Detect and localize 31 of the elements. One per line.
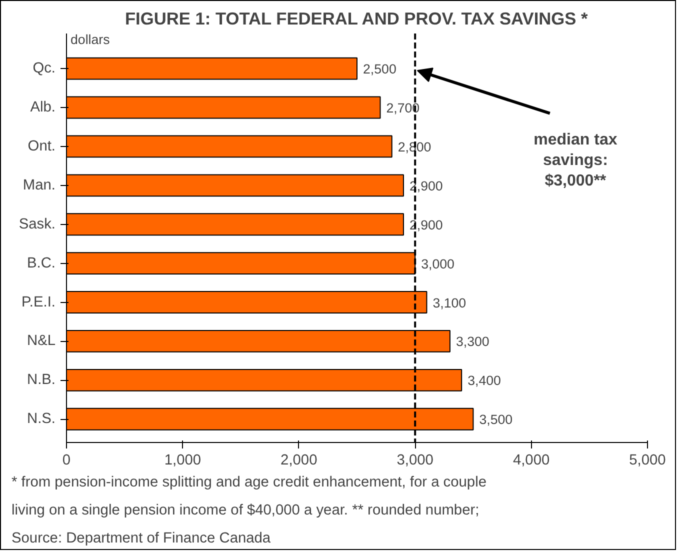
x-axis-title: dollars <box>70 32 110 48</box>
data-label: 2,500 <box>363 62 396 77</box>
ref-line-label: median tax savings: $3,000** <box>534 132 618 190</box>
data-label: 3,100 <box>432 295 466 310</box>
x-tick-label: 1,000 <box>164 452 202 468</box>
data-label: 3,300 <box>456 334 490 350</box>
data-label: 3,500 <box>479 412 513 428</box>
y-tick-label: N.S. <box>26 411 56 428</box>
x-tick-label: 0 <box>62 452 71 468</box>
text: * from pension-income splitting and age credit enhancement, for a couple <box>12 474 486 490</box>
y-tick-label: B.C. <box>26 255 56 272</box>
data-label: 3,400 <box>468 373 501 388</box>
y-tick-label: Alb. <box>30 100 56 116</box>
x-tick-label: 2,000 <box>280 452 318 468</box>
source-note: Source: Department of Finance Canada <box>12 530 272 546</box>
data-label: 2,700 <box>386 100 420 116</box>
y-tick-label: Ont. <box>28 138 56 154</box>
data-label: 2,900 <box>409 178 443 194</box>
data-label: 2,800 <box>398 139 432 154</box>
y-tick-label: N&L <box>26 333 56 350</box>
y-tick-label: Qc. <box>32 60 56 77</box>
y-tick-label: Sask. <box>18 216 56 232</box>
y-tick-label: P.E.I. <box>22 294 56 310</box>
y-tick-label: N.B. <box>26 372 56 388</box>
data-label: 3,000 <box>421 256 454 272</box>
y-tick-label: Man. <box>22 177 56 194</box>
x-tick-label: 3,000 <box>396 452 434 468</box>
x-tick-label: 5,000 <box>629 452 666 468</box>
text: living on a single pension income of $40,000 a year. ** rounded number; <box>12 502 480 518</box>
chart-title: FIGURE 1: TOTAL FEDERAL AND PROV. TAX SAVINGS * <box>124 8 588 28</box>
x-tick-label: 4,000 <box>512 452 550 468</box>
